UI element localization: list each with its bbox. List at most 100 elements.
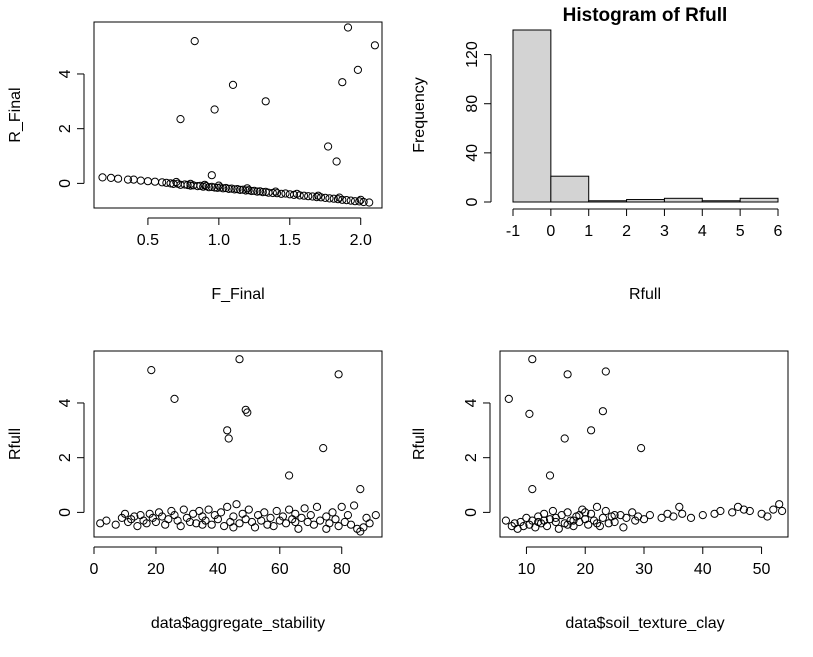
- data-point: [350, 197, 360, 206]
- x-tick-label: 0: [90, 561, 99, 578]
- y-tick-label: 2: [57, 124, 74, 133]
- plot-1-y-axis: 0 2 4: [57, 69, 85, 188]
- data-point: [176, 522, 185, 531]
- plot-4-y-axis: 0 2 4: [463, 398, 491, 517]
- data-point: [778, 506, 787, 516]
- x-tick-label: 6: [774, 223, 783, 240]
- y-tick-label: 120: [464, 41, 481, 68]
- data-point: [745, 506, 754, 516]
- data-point: [346, 196, 355, 205]
- data-point: [371, 510, 380, 520]
- data-point: [314, 191, 323, 200]
- data-point: [213, 183, 222, 192]
- data-point: [176, 115, 185, 124]
- data-point: [257, 516, 266, 525]
- data-point: [243, 184, 252, 193]
- data-point: [312, 193, 321, 202]
- data-point: [111, 520, 120, 529]
- data-point: [228, 80, 238, 90]
- data-point: [356, 485, 365, 494]
- data-point: [278, 512, 287, 521]
- data-point: [716, 506, 725, 516]
- histogram-bar: [588, 200, 628, 203]
- data-point: [172, 177, 181, 187]
- x-tick-label: 2: [622, 223, 631, 240]
- data-point: [200, 180, 209, 189]
- data-point: [325, 194, 334, 203]
- data-point: [587, 426, 596, 435]
- data-point: [678, 509, 687, 518]
- data-point: [216, 508, 226, 517]
- y-tick-label: 0: [57, 508, 74, 517]
- data-point: [353, 65, 362, 75]
- data-point: [563, 370, 572, 379]
- data-point: [98, 173, 107, 182]
- data-point: [291, 517, 300, 527]
- data-point: [258, 188, 267, 197]
- data-point: [223, 502, 232, 511]
- data-point: [285, 505, 294, 514]
- data-point: [560, 434, 569, 443]
- data-point: [281, 189, 290, 198]
- data-point: [235, 519, 244, 528]
- data-point: [365, 198, 374, 207]
- data-point: [769, 505, 778, 514]
- plot-1-x-label: F_Final: [211, 286, 264, 303]
- data-point: [199, 182, 208, 191]
- data-point: [516, 517, 525, 527]
- data-point: [343, 23, 353, 32]
- data-point: [247, 517, 256, 527]
- x-tick-label: 4: [698, 223, 707, 240]
- data-point: [337, 502, 346, 511]
- histogram-bar: [701, 200, 741, 203]
- data-point: [291, 509, 300, 518]
- plot-2-x-label: Rfull: [629, 286, 661, 303]
- data-point: [241, 186, 250, 195]
- data-point: [210, 105, 219, 114]
- data-point: [519, 522, 528, 531]
- data-point: [554, 524, 563, 533]
- data-point: [136, 176, 145, 185]
- data-point: [355, 197, 364, 206]
- data-point: [127, 515, 136, 524]
- data-point: [300, 504, 309, 513]
- x-tick-label: 60: [271, 561, 289, 578]
- data-point: [316, 516, 325, 525]
- data-point: [587, 509, 596, 518]
- data-point: [198, 520, 207, 529]
- x-tick-label: 1.0: [208, 232, 230, 249]
- data-point: [324, 142, 333, 151]
- data-point: [350, 501, 359, 510]
- data-point: [343, 510, 352, 520]
- data-point: [601, 506, 610, 516]
- data-point: [173, 516, 182, 525]
- data-point: [272, 506, 281, 516]
- plot-3-x-label: data$aggregate_stability: [151, 615, 325, 632]
- data-point: [542, 522, 552, 531]
- data-point: [294, 524, 303, 533]
- y-tick-label: 0: [463, 508, 480, 517]
- x-tick-label: 20: [576, 561, 594, 578]
- x-tick-label: 20: [147, 561, 165, 578]
- x-tick-label: 50: [753, 561, 771, 578]
- data-point: [214, 181, 223, 190]
- plot-4-y-label: Rfull: [411, 428, 428, 460]
- plot-1-box: [93, 21, 383, 209]
- data-point: [739, 505, 749, 514]
- data-point: [247, 186, 256, 196]
- data-point: [292, 189, 301, 198]
- data-point: [622, 513, 631, 523]
- data-point: [370, 41, 379, 50]
- data-point: [525, 409, 534, 418]
- y-tick-label: 40: [464, 144, 481, 162]
- y-tick-label: 2: [57, 453, 74, 462]
- data-point: [365, 519, 374, 528]
- data-point: [551, 517, 560, 527]
- data-point: [334, 522, 343, 531]
- data-point: [224, 184, 233, 193]
- data-point: [321, 193, 330, 202]
- data-point: [335, 193, 344, 202]
- y-tick-label: 4: [463, 398, 480, 407]
- plot-1-y-label: R_Final: [7, 87, 24, 142]
